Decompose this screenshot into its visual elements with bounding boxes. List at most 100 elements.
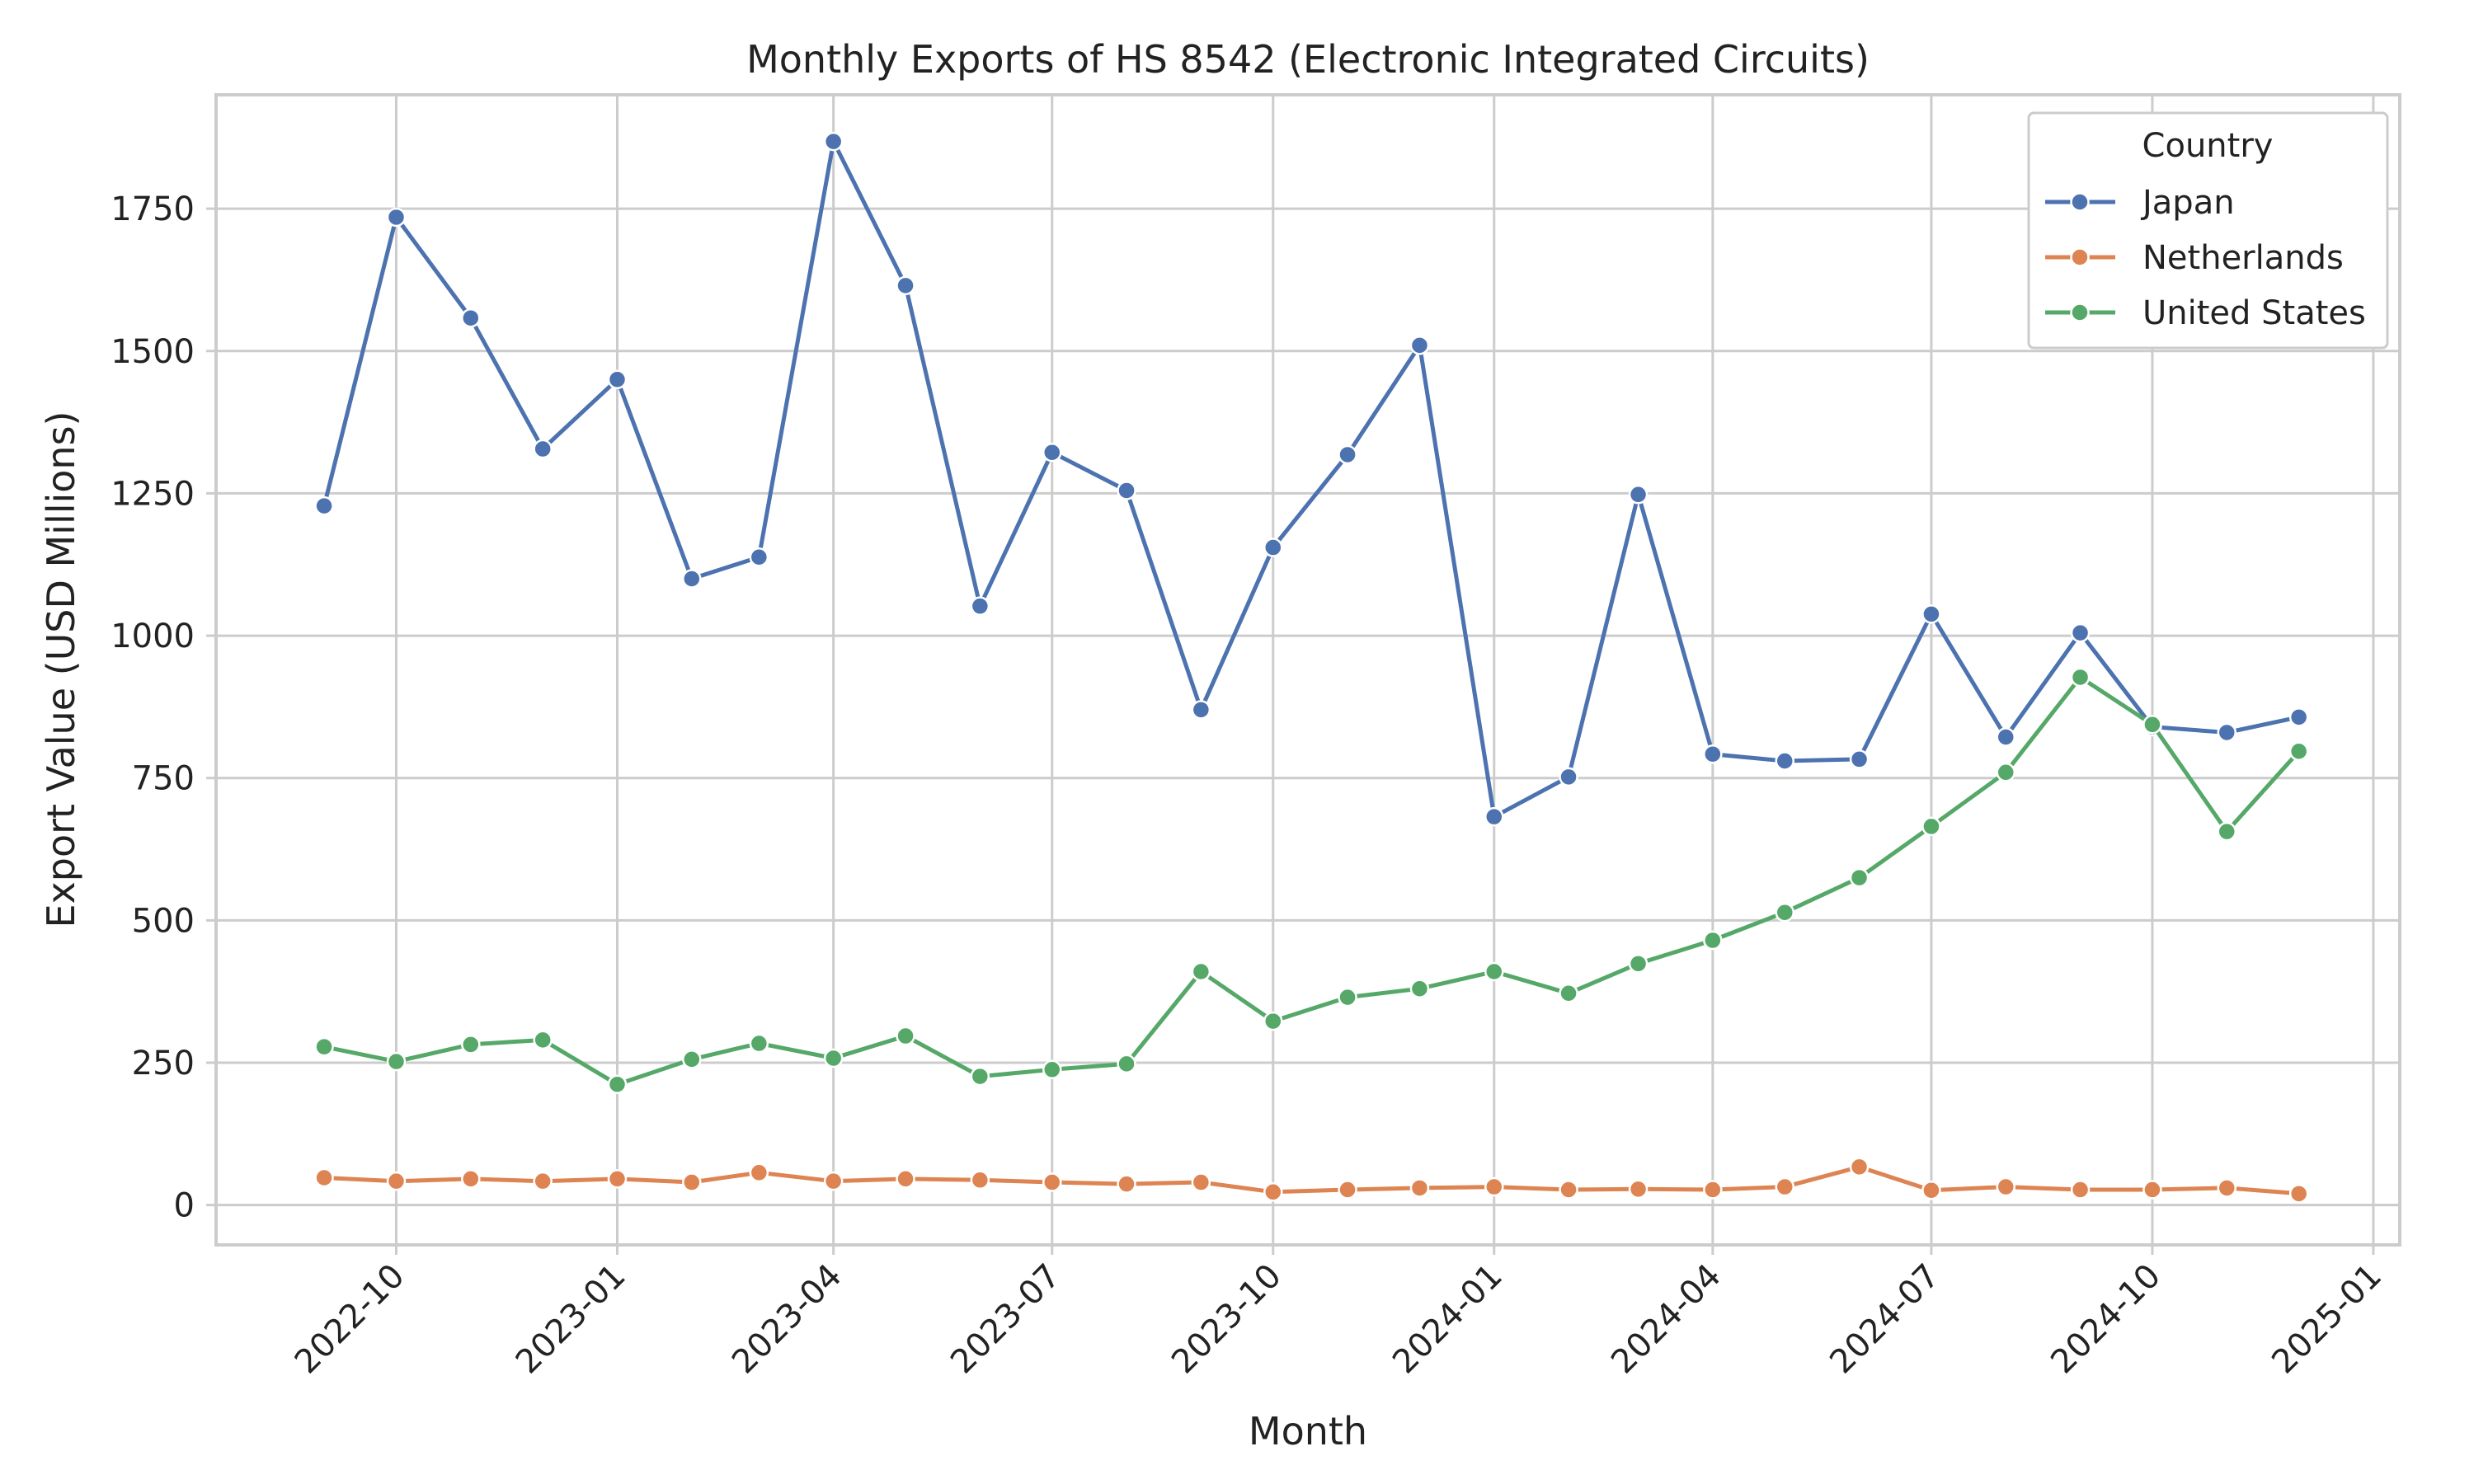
data-point-netherlands — [970, 1170, 990, 1190]
legend-label: Japan — [2140, 184, 2235, 222]
data-point-japan — [314, 495, 334, 516]
data-point-netherlands — [749, 1162, 769, 1183]
x-tick-label: 2024-01 — [1385, 1257, 1510, 1382]
data-point-united-states — [1117, 1054, 1136, 1074]
x-axis-label: Month — [1249, 1409, 1367, 1453]
data-point-japan — [1921, 604, 1941, 624]
legend-swatch-marker — [2070, 247, 2090, 267]
data-point-japan — [1191, 700, 1211, 720]
legend-box — [2027, 111, 2389, 350]
x-tick-label: 2025-01 — [2265, 1257, 2389, 1382]
data-point-united-states — [1263, 1011, 1283, 1031]
data-point-netherlands — [1921, 1180, 1941, 1200]
tick-labels: 0 250 500 750 1000 1250 1500 1750 2022-10 2023-01… — [111, 190, 2389, 1381]
data-point-united-states — [1338, 987, 1357, 1007]
legend-title: Country — [2142, 127, 2274, 165]
data-point-japan — [1117, 481, 1136, 500]
series-netherlands — [314, 1157, 2309, 1204]
data-point-japan — [1628, 485, 1649, 505]
data-point-united-states — [896, 1026, 915, 1046]
y-tick-label: 250 — [132, 1045, 195, 1082]
series-japan — [314, 131, 2309, 827]
data-point-netherlands — [1559, 1180, 1578, 1200]
data-point-japan — [1409, 336, 1430, 355]
x-tick-label: 2024-07 — [1823, 1257, 1947, 1382]
data-point-japan — [1849, 749, 1870, 769]
series-united-states — [314, 667, 2309, 1095]
data-point-japan — [1996, 727, 2016, 747]
data-point-netherlands — [607, 1169, 628, 1189]
data-point-united-states — [1775, 902, 1794, 923]
data-point-netherlands — [896, 1169, 915, 1189]
data-point-united-states — [1628, 954, 1649, 974]
data-point-netherlands — [1628, 1179, 1649, 1200]
data-point-japan — [1263, 538, 1283, 557]
series-line-united-states — [323, 675, 2301, 1087]
data-point-netherlands — [2288, 1184, 2309, 1204]
x-tick-label: 2023-07 — [943, 1257, 1068, 1382]
data-point-japan — [1042, 442, 1062, 463]
x-tick-label: 2024-04 — [1604, 1257, 1729, 1382]
legend-item-united-states: United States — [2045, 294, 2366, 332]
data-point-netherlands — [2070, 1180, 2091, 1200]
series-line-netherlands — [323, 1164, 2299, 1196]
data-point-netherlands — [1996, 1176, 2016, 1197]
data-point-netherlands — [386, 1171, 407, 1191]
data-point-united-states — [1996, 763, 2016, 782]
data-point-netherlands — [1191, 1172, 1211, 1192]
data-point-japan — [749, 547, 769, 567]
data-point-united-states — [1042, 1059, 1062, 1080]
data-point-japan — [823, 131, 844, 152]
legend: Country Japan Netherlands United States — [2027, 111, 2389, 350]
data-point-united-states — [2288, 741, 2309, 762]
data-point-united-states — [533, 1030, 553, 1050]
data-point-japan — [682, 569, 702, 589]
data-point-united-states — [314, 1036, 334, 1057]
data-point-japan — [607, 369, 628, 390]
y-tick-label: 1250 — [111, 475, 195, 513]
legend-swatch-marker — [2070, 192, 2090, 212]
data-point-japan — [386, 207, 407, 228]
data-point-japan — [970, 596, 990, 616]
data-point-netherlands — [1775, 1176, 1794, 1197]
data-point-netherlands — [1338, 1180, 1357, 1200]
plot-frame — [214, 93, 2401, 1247]
data-point-united-states — [749, 1033, 769, 1054]
x-tick-label: 2024-10 — [2044, 1257, 2168, 1382]
data-point-netherlands — [461, 1169, 481, 1189]
data-point-japan — [896, 275, 915, 296]
data-point-netherlands — [1703, 1180, 1723, 1200]
data-point-united-states — [2142, 715, 2162, 735]
data-point-japan — [461, 308, 481, 328]
data-point-united-states — [2217, 821, 2237, 842]
x-tick-label: 2023-01 — [509, 1257, 633, 1382]
data-point-japan — [1703, 744, 1723, 764]
data-point-japan — [2288, 707, 2309, 727]
data-point-netherlands — [1117, 1174, 1136, 1194]
legend-items: Japan Netherlands United States — [2045, 184, 2366, 332]
data-point-united-states — [682, 1050, 702, 1069]
data-point-netherlands — [2217, 1178, 2237, 1198]
data-point-united-states — [1849, 867, 1870, 888]
data-point-united-states — [1409, 979, 1430, 998]
y-axis-label: Export Value (USD Millions) — [39, 411, 83, 928]
y-tick-label: 750 — [132, 760, 195, 798]
data-point-japan — [1484, 806, 1504, 827]
data-point-netherlands — [1042, 1172, 1062, 1192]
data-point-japan — [2217, 722, 2237, 743]
data-point-netherlands — [1409, 1178, 1430, 1198]
data-point-netherlands — [1849, 1157, 1870, 1177]
data-point-netherlands — [823, 1171, 844, 1191]
data-point-united-states — [1484, 961, 1504, 982]
x-tick-label: 2022-10 — [288, 1257, 412, 1382]
legend-item-netherlands: Netherlands — [2045, 239, 2344, 277]
data-point-united-states — [1559, 984, 1578, 1003]
data-point-netherlands — [682, 1172, 702, 1192]
y-tick-label: 1500 — [111, 333, 195, 371]
series-line-japan — [322, 139, 2300, 819]
data-point-united-states — [1191, 961, 1211, 982]
data-point-united-states — [1921, 816, 1941, 837]
data-point-japan — [2070, 622, 2091, 643]
data-point-netherlands — [2142, 1180, 2162, 1200]
